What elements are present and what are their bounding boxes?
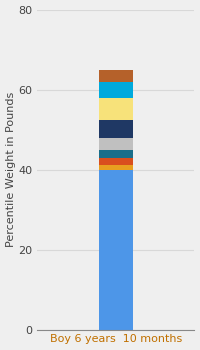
- Bar: [99, 98, 133, 120]
- Bar: [99, 165, 133, 169]
- Bar: [99, 149, 133, 158]
- Y-axis label: Percentile Weight in Pounds: Percentile Weight in Pounds: [6, 92, 16, 247]
- Bar: [99, 169, 133, 330]
- Bar: [99, 138, 133, 149]
- Bar: [99, 158, 133, 165]
- Bar: [99, 70, 133, 82]
- Bar: [99, 82, 133, 98]
- Bar: [99, 120, 133, 138]
